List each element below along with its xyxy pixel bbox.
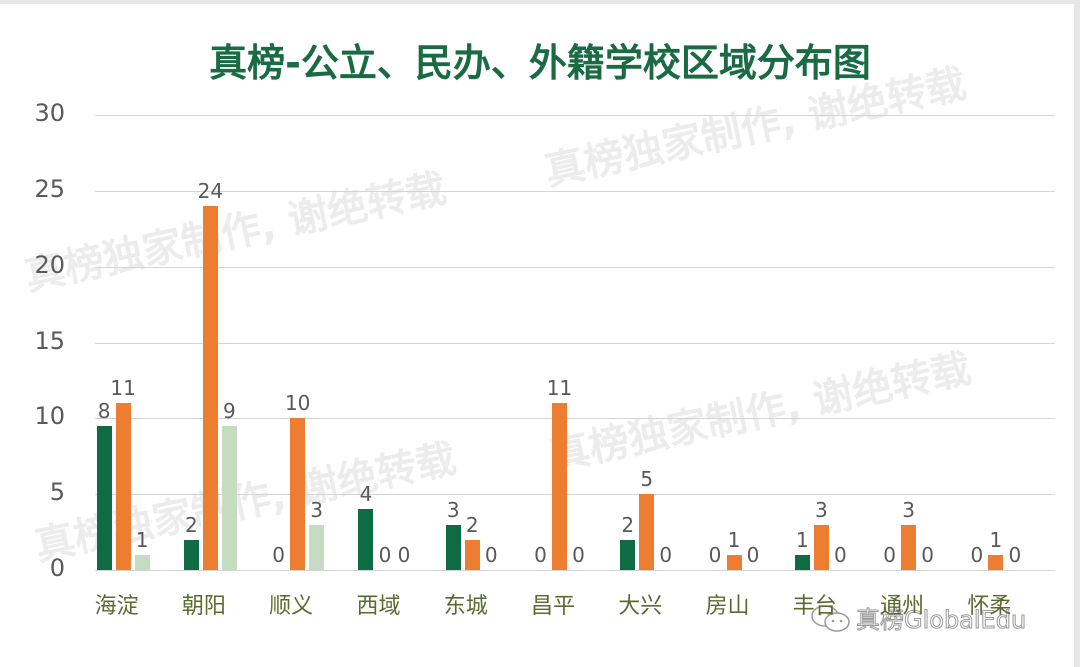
chart-title: 真榜-公立、民办、外籍学校区域分布图 xyxy=(209,41,871,85)
bar-public xyxy=(445,524,461,570)
x-category-label: 东城 xyxy=(443,594,488,619)
data-label: 0 xyxy=(1008,543,1022,567)
gridline xyxy=(95,418,1055,420)
gridline xyxy=(95,494,1055,496)
bar-public xyxy=(96,425,112,570)
data-label: 8 xyxy=(97,398,111,423)
x-category-label: 昌平 xyxy=(530,594,575,619)
gridline xyxy=(95,266,1055,268)
x-category-label: 丰台 xyxy=(792,594,837,619)
data-label: 0 xyxy=(833,543,847,567)
data-label: 10 xyxy=(284,391,311,416)
data-label: 5 xyxy=(640,467,654,492)
data-label: 1 xyxy=(795,527,809,552)
brand-watermark: 真榜GlobalEdu xyxy=(810,600,1027,635)
data-label: 2 xyxy=(465,512,479,537)
x-category-label: 房山 xyxy=(705,594,750,619)
gridline xyxy=(95,115,1055,116)
data-label: 3 xyxy=(814,497,828,522)
brand-text: 真榜GlobalEdu xyxy=(855,606,1027,635)
bar-private xyxy=(464,539,480,570)
gridline xyxy=(95,190,1055,192)
data-label: 24 xyxy=(197,179,224,203)
y-tick-label: 25 xyxy=(34,174,65,203)
data-label: 0 xyxy=(397,543,411,567)
data-label: 0 xyxy=(659,543,673,567)
y-tick-label: 20 xyxy=(34,250,65,279)
bar-private xyxy=(726,554,742,570)
data-label: 1 xyxy=(989,527,1003,552)
y-tick-label: 10 xyxy=(34,402,65,431)
x-category-label: 通州 xyxy=(880,594,925,619)
data-label: 3 xyxy=(902,497,915,522)
right-border xyxy=(1074,0,1080,667)
gridline xyxy=(95,342,1055,344)
plot-area: 8 11 1 2 24 9 0 10 3 4 0 0 3 2 0 0 11 0 2 5 0 0 1 0 1 3 0 0 3 0 0 1 0 xyxy=(95,115,1055,571)
data-label: 2 xyxy=(621,512,635,537)
data-label: 0 xyxy=(378,543,392,567)
data-label: 4 xyxy=(359,482,373,507)
bar-public xyxy=(358,509,374,570)
bar-foreign xyxy=(309,524,325,570)
bar-private xyxy=(988,554,1004,570)
data-label: 11 xyxy=(110,376,136,401)
x-category-label: 顺义 xyxy=(269,594,314,619)
x-category-label: 西域 xyxy=(356,594,401,619)
y-tick-label: 15 xyxy=(34,326,65,355)
x-category-label: 怀柔 xyxy=(967,594,1012,619)
data-label: 0 xyxy=(970,543,984,567)
data-label: 0 xyxy=(746,543,760,567)
bar-public xyxy=(620,539,636,570)
bar-foreign xyxy=(221,425,237,570)
data-label: 2 xyxy=(185,512,198,537)
data-label: 9 xyxy=(223,398,236,423)
x-category-label: 朝阳 xyxy=(181,594,226,619)
y-tick-label: 0 xyxy=(49,554,65,582)
y-tick-label: 30 xyxy=(34,99,65,127)
data-label: 0 xyxy=(921,543,934,567)
data-label: 1 xyxy=(135,527,149,552)
bar-public xyxy=(794,554,810,570)
bar-private xyxy=(202,206,218,570)
data-label: 0 xyxy=(272,543,286,567)
data-label: 0 xyxy=(484,543,498,567)
data-label: 0 xyxy=(883,543,896,567)
data-label: 3 xyxy=(446,497,460,522)
gridline xyxy=(95,570,1055,571)
x-category-label: 海淀 xyxy=(94,594,139,619)
data-label: 0 xyxy=(534,543,547,567)
bar-private xyxy=(813,524,829,570)
data-label: 0 xyxy=(708,543,722,567)
top-border xyxy=(0,0,1080,4)
bar-private xyxy=(115,403,131,570)
data-label: 1 xyxy=(727,527,741,552)
bar-public xyxy=(183,539,199,570)
bar-private xyxy=(290,418,306,570)
bar-foreign xyxy=(134,554,150,570)
bar-private xyxy=(639,494,655,570)
data-label: 11 xyxy=(546,376,573,401)
bar-private xyxy=(901,524,917,570)
data-label: 3 xyxy=(310,497,324,522)
x-category-label: 大兴 xyxy=(618,594,663,619)
data-label: 0 xyxy=(572,543,585,567)
wechat-icon xyxy=(810,603,850,633)
bar-private xyxy=(552,403,567,570)
y-tick-label: 5 xyxy=(49,478,65,507)
